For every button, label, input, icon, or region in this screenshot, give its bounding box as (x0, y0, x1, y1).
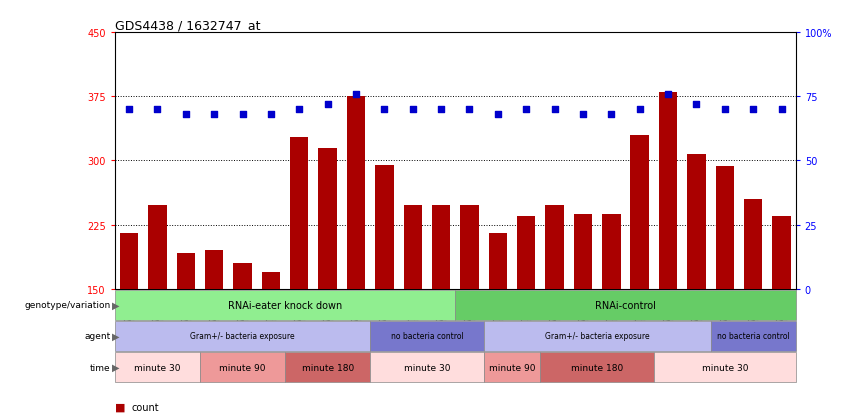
Bar (517, 216, 535, 289)
Point (491, 112, 505, 118)
Point (576, 112, 590, 118)
Bar (115, 321, 370, 351)
Text: minute 180: minute 180 (301, 363, 354, 372)
Bar (540, 352, 654, 382)
Bar (631, 135, 649, 289)
Text: count: count (132, 402, 159, 412)
Text: ▶: ▶ (111, 331, 119, 341)
Text: no bacteria control: no bacteria control (717, 332, 790, 341)
Text: no bacteria control: no bacteria control (391, 332, 463, 341)
Bar (455, 290, 796, 320)
Text: Gram+/- bacteria exposure: Gram+/- bacteria exposure (191, 332, 294, 341)
Bar (347, 97, 365, 289)
Point (349, 91, 363, 98)
Bar (370, 321, 483, 351)
Point (746, 107, 760, 113)
Bar (488, 234, 507, 289)
Point (519, 107, 533, 113)
Text: time: time (90, 363, 111, 372)
Bar (233, 263, 252, 289)
Bar (290, 137, 308, 289)
Text: minute 30: minute 30 (134, 363, 180, 372)
Bar (602, 214, 620, 289)
Bar (483, 321, 711, 351)
Text: agent: agent (84, 332, 111, 341)
Bar (688, 154, 705, 289)
Text: ▶: ▶ (111, 362, 119, 372)
Point (123, 107, 136, 113)
Bar (654, 352, 796, 382)
Text: ▶: ▶ (111, 300, 119, 310)
Point (406, 107, 420, 113)
Text: GDS4438 / 1632747_at: GDS4438 / 1632747_at (115, 19, 260, 32)
Point (264, 112, 277, 118)
Bar (545, 205, 563, 289)
Point (151, 107, 164, 113)
Bar (431, 205, 450, 289)
Bar (115, 352, 200, 382)
Point (378, 107, 391, 113)
Point (208, 112, 221, 118)
Bar (659, 93, 677, 289)
Bar (115, 290, 455, 320)
Text: RNAi-control: RNAi-control (595, 300, 656, 310)
Text: genotype/variation: genotype/variation (25, 301, 111, 310)
Bar (148, 205, 167, 289)
Bar (205, 251, 223, 289)
Bar (200, 352, 285, 382)
Bar (574, 214, 592, 289)
Point (661, 91, 675, 98)
Text: RNAi-eater knock down: RNAi-eater knock down (228, 300, 342, 310)
Bar (483, 352, 540, 382)
Bar (403, 205, 422, 289)
Bar (176, 253, 195, 289)
Point (633, 107, 647, 113)
Point (179, 112, 192, 118)
Point (718, 107, 732, 113)
Bar (711, 321, 796, 351)
Bar (375, 165, 393, 289)
Point (689, 102, 703, 108)
Bar (744, 199, 762, 289)
Bar (370, 352, 483, 382)
Bar (716, 167, 734, 289)
Text: minute 30: minute 30 (701, 363, 748, 372)
Point (293, 107, 306, 113)
Bar (773, 216, 791, 289)
Text: minute 90: minute 90 (220, 363, 266, 372)
Text: minute 30: minute 30 (403, 363, 450, 372)
Text: minute 90: minute 90 (488, 363, 535, 372)
Bar (460, 205, 478, 289)
Point (434, 107, 448, 113)
Bar (285, 352, 370, 382)
Bar (318, 148, 337, 289)
Point (321, 102, 334, 108)
Point (774, 107, 788, 113)
Text: minute 180: minute 180 (571, 363, 623, 372)
Bar (262, 272, 280, 289)
Point (604, 112, 618, 118)
Bar (120, 234, 138, 289)
Point (236, 112, 249, 118)
Text: Gram+/- bacteria exposure: Gram+/- bacteria exposure (545, 332, 649, 341)
Text: ■: ■ (115, 402, 125, 412)
Point (463, 107, 477, 113)
Point (548, 107, 562, 113)
